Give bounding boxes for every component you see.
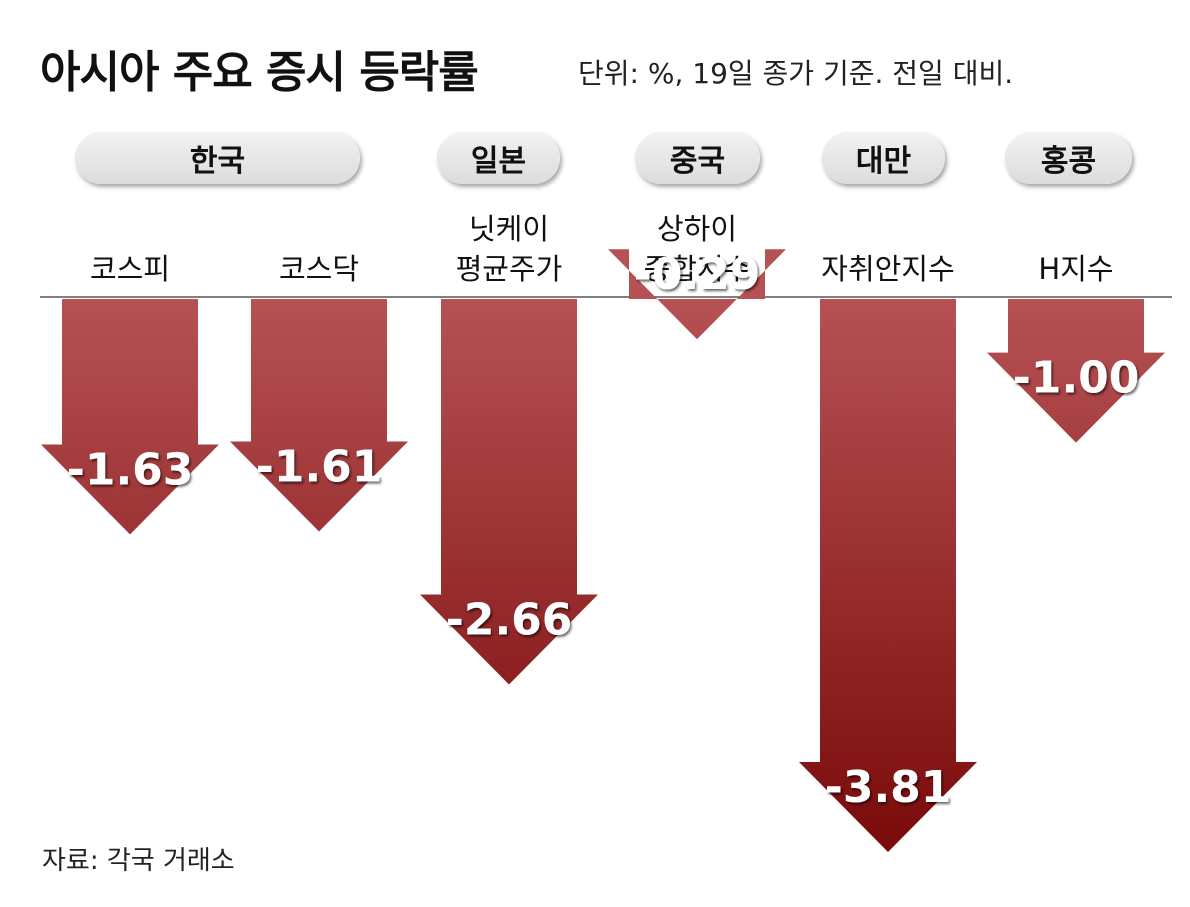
category-label: 코스닥 <box>219 249 419 289</box>
category-label: H지수 <box>976 249 1176 289</box>
chart-title: 아시아 주요 증시 등락률 <box>40 47 479 98</box>
category-label: 자취안지수 <box>788 249 988 289</box>
category-label: 코스피 <box>30 249 230 289</box>
category-label-line: H지수 <box>1038 252 1114 286</box>
chart-unit-note: 단위: %, 19일 종가 기준. 전일 대비. <box>578 57 1014 90</box>
value-label: -1.63 <box>67 444 194 495</box>
value-label: -3.81 <box>825 762 952 813</box>
value-label: -0.29 <box>634 249 761 300</box>
category-label-line: 상하이 <box>656 212 738 246</box>
down-arrow-bar <box>420 299 598 685</box>
group-header-4: 대만 <box>822 132 945 184</box>
value-label: -1.00 <box>1013 353 1140 404</box>
group-header-5: 홍콩 <box>1005 132 1132 184</box>
down-arrow-bar <box>608 249 786 340</box>
data-source: 자료: 각국 거래소 <box>42 846 235 876</box>
group-header-2: 일본 <box>437 132 560 184</box>
group-header-1: 한국 <box>75 132 360 184</box>
value-label: -2.66 <box>446 594 573 645</box>
category-label-line: 코스피 <box>89 252 171 286</box>
category-label-line: 닛케이 <box>468 212 550 246</box>
down-arrow-bar <box>987 299 1165 443</box>
category-label-line: 종합지수 <box>643 252 751 286</box>
down-arrow-bar <box>41 299 219 535</box>
group-header-3: 중국 <box>635 132 760 184</box>
down-arrow-bar <box>230 299 408 532</box>
category-label-line: 평균주가 <box>455 252 563 286</box>
category-label-line: 코스닥 <box>278 252 360 286</box>
category-label-line: 자취안지수 <box>821 252 955 286</box>
value-label: -1.61 <box>256 442 383 493</box>
down-arrow-bar <box>799 299 977 852</box>
